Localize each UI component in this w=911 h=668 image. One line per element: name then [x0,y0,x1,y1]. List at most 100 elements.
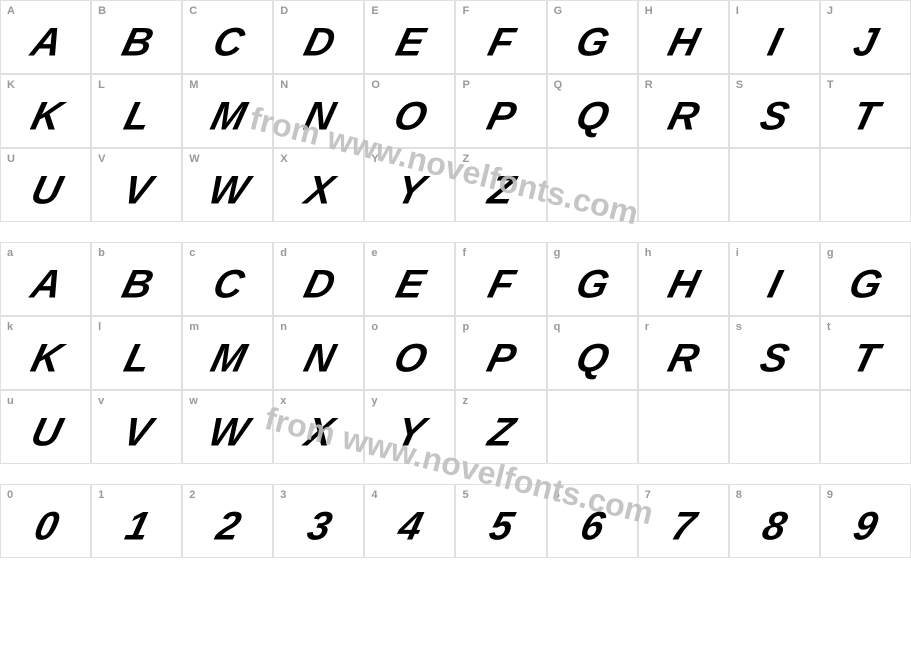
glyph-cell-label: N [280,79,288,91]
glyph-cell-label: q [554,321,561,333]
glyph-cell[interactable]: hH [638,242,729,316]
glyph-cell[interactable]: vV [91,390,182,464]
glyph-display: Y [391,410,428,455]
glyph-cell[interactable]: 77 [638,484,729,558]
glyph-cell[interactable]: II [729,0,820,74]
glyph-cell[interactable]: SS [729,74,820,148]
glyph-cell[interactable]: 99 [820,484,911,558]
glyph-cell[interactable]: AA [0,0,91,74]
glyph-cell[interactable]: yY [364,390,455,464]
glyph-cell[interactable]: ZZ [455,148,546,222]
glyph-display: N [299,336,338,381]
glyph-cell[interactable]: QQ [547,74,638,148]
glyph-cell-label: n [280,321,287,333]
glyph-display: R [664,94,703,139]
glyph-cell[interactable]: NN [273,74,364,148]
glyph-cell[interactable]: iI [729,242,820,316]
glyph-display: R [664,336,703,381]
glyph-grid-section: AABBCCDDEEFFGGHHIIJJKKLLMMNNOOPPQQRRSSTT… [0,0,911,222]
glyph-cell[interactable]: kK [0,316,91,390]
glyph-cell[interactable]: BB [91,0,182,74]
glyph-cell[interactable]: 55 [455,484,546,558]
glyph-display: P [483,94,520,139]
glyph-cell[interactable]: xX [273,390,364,464]
glyph-cell[interactable]: RR [638,74,729,148]
glyph-cell[interactable]: aA [0,242,91,316]
glyph-cell-label: Y [371,153,378,165]
glyph-cell-label: 4 [371,489,377,501]
glyph-cell[interactable] [820,148,911,222]
glyph-cell[interactable]: 88 [729,484,820,558]
glyph-display: 3 [303,504,335,549]
glyph-cell[interactable]: KK [0,74,91,148]
glyph-cell[interactable]: LL [91,74,182,148]
glyph-cell[interactable]: 33 [273,484,364,558]
glyph-cell[interactable]: EE [364,0,455,74]
glyph-cell[interactable]: wW [182,390,273,464]
glyph-cell[interactable]: lL [91,316,182,390]
glyph-cell[interactable]: 00 [0,484,91,558]
glyph-cell-label: Q [554,79,563,91]
glyph-cell[interactable]: pP [455,316,546,390]
glyph-cell-label: J [827,5,833,17]
glyph-cell[interactable]: tT [820,316,911,390]
glyph-cell[interactable]: oO [364,316,455,390]
glyph-cell[interactable] [820,390,911,464]
glyph-cell[interactable]: FF [455,0,546,74]
glyph-cell[interactable] [729,148,820,222]
glyph-display: E [391,20,428,65]
glyph-cell[interactable]: rR [638,316,729,390]
glyph-cell[interactable]: XX [273,148,364,222]
glyph-cell[interactable]: dD [273,242,364,316]
glyph-cell[interactable]: gG [547,242,638,316]
glyph-cell-label: 7 [645,489,651,501]
glyph-cell[interactable]: gG [820,242,911,316]
glyph-cell[interactable]: 11 [91,484,182,558]
glyph-cell[interactable]: JJ [820,0,911,74]
glyph-cell-label: 5 [462,489,468,501]
glyph-cell[interactable]: 66 [547,484,638,558]
glyph-cell[interactable]: zZ [455,390,546,464]
glyph-cell[interactable]: HH [638,0,729,74]
glyph-cell[interactable]: qQ [547,316,638,390]
glyph-display: Q [571,94,612,139]
glyph-cell[interactable]: sS [729,316,820,390]
glyph-cell-label: X [280,153,287,165]
glyph-cell[interactable]: uU [0,390,91,464]
glyph-cell[interactable]: TT [820,74,911,148]
glyph-cell[interactable]: mM [182,316,273,390]
glyph-cell-label: x [280,395,286,407]
glyph-cell[interactable]: WW [182,148,273,222]
glyph-cell[interactable] [547,390,638,464]
glyph-display: F [484,262,519,307]
glyph-cell[interactable]: YY [364,148,455,222]
glyph-cell[interactable]: MM [182,74,273,148]
glyph-cell[interactable]: CC [182,0,273,74]
glyph-cell[interactable]: bB [91,242,182,316]
glyph-cell[interactable]: eE [364,242,455,316]
glyph-display: L [119,94,154,139]
glyph-cell[interactable]: fF [455,242,546,316]
glyph-cell[interactable] [638,148,729,222]
glyph-display: U [26,410,65,455]
glyph-cell-label: F [462,5,469,17]
glyph-cell-label: m [189,321,199,333]
glyph-cell[interactable]: 22 [182,484,273,558]
glyph-cell[interactable] [638,390,729,464]
glyph-cell[interactable]: DD [273,0,364,74]
glyph-display: G [845,262,886,307]
glyph-cell-label: G [554,5,563,17]
glyph-cell[interactable] [729,390,820,464]
glyph-cell-label: W [189,153,199,165]
glyph-cell[interactable]: GG [547,0,638,74]
glyph-cell[interactable]: VV [91,148,182,222]
glyph-cell[interactable]: nN [273,316,364,390]
glyph-cell[interactable] [547,148,638,222]
glyph-cell[interactable]: UU [0,148,91,222]
glyph-cell-label: Z [462,153,469,165]
glyph-cell[interactable]: 44 [364,484,455,558]
glyph-cell-label: i [736,247,739,259]
glyph-cell[interactable]: PP [455,74,546,148]
glyph-cell[interactable]: OO [364,74,455,148]
glyph-cell[interactable]: cC [182,242,273,316]
